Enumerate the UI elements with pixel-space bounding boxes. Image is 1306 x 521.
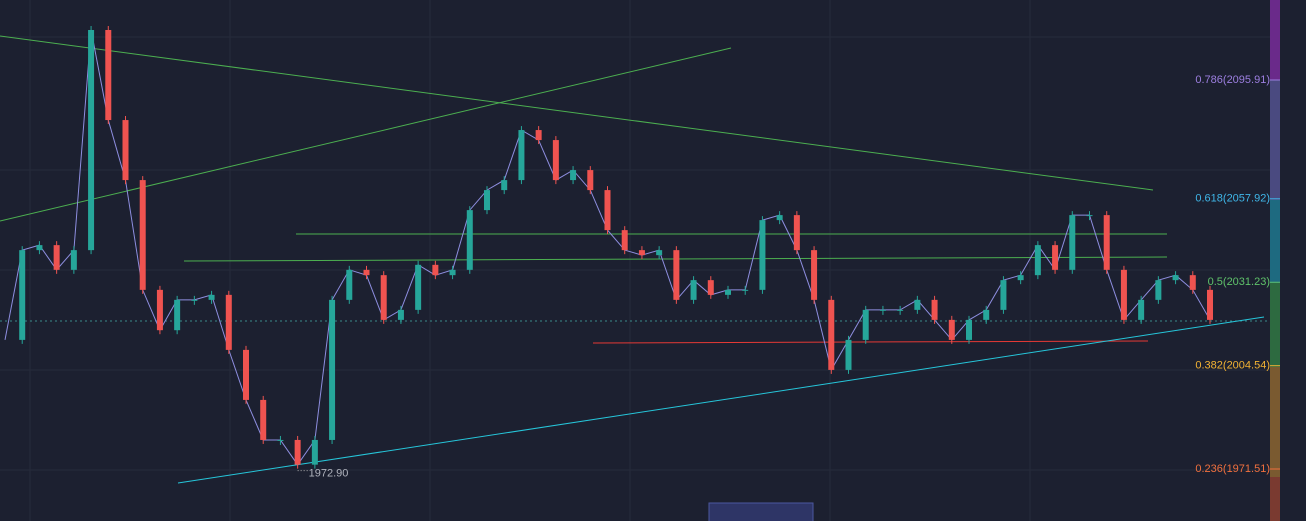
candle-body: [1103, 215, 1110, 270]
candle-body: [897, 309, 904, 311]
candle-body: [983, 309, 990, 320]
candle-body: [484, 190, 490, 211]
candle-body: [656, 250, 663, 256]
candle-body: [931, 299, 938, 320]
fib-labels: 0.786(2095.91) 0.618(2057.92) 0.5(2031.23)…: [1195, 74, 1280, 475]
candle-body: [690, 280, 697, 300]
candle-body: [208, 294, 215, 300]
candle-body: [828, 299, 835, 370]
candle-body: [501, 180, 508, 191]
candle-body: [535, 130, 542, 141]
candle-body: [1138, 299, 1145, 320]
candle-body: [415, 264, 422, 310]
right-color-bar: [1270, 0, 1280, 521]
candle-body: [19, 250, 26, 340]
candle-body: [363, 269, 370, 276]
fib-label: 0.618(2057.92): [1195, 193, 1270, 205]
fib-label: 0.382(2004.54): [1195, 360, 1270, 372]
candle-body: [432, 264, 439, 276]
candle-body: [638, 250, 645, 256]
candle-body: [1207, 289, 1213, 320]
candle-body: [277, 439, 284, 441]
candle-body: [174, 299, 181, 331]
candle-body: [966, 319, 972, 340]
time-range-box: [708, 502, 814, 521]
candle-body: [88, 29, 95, 251]
candle-body: [380, 275, 387, 320]
candle-body: [36, 245, 43, 251]
price-series: 1972.90: [4, 25, 1213, 480]
candle-body: [225, 294, 232, 350]
candle-body: [1000, 280, 1007, 310]
candle-body: [449, 269, 456, 276]
candle-body: [776, 215, 783, 221]
candle-body: [879, 309, 886, 311]
candle-body: [1069, 215, 1076, 270]
candle-body: [70, 250, 77, 270]
candle-body: [552, 140, 559, 181]
candle-body: [587, 170, 594, 191]
grid: [0, 0, 1270, 521]
fib-label: 0.5(2031.23): [1208, 276, 1270, 288]
candle-body: [294, 439, 301, 465]
candle-body: [742, 289, 749, 291]
fib-label: 0.786(2095.91): [1195, 74, 1270, 86]
candle-body: [759, 220, 766, 290]
candle-body: [604, 190, 611, 231]
candle-body: [311, 439, 318, 465]
fib-label: 0.236(1971.51): [1195, 463, 1270, 475]
candle-body: [811, 250, 818, 300]
candle-body: [793, 215, 800, 251]
candle-body: [260, 399, 267, 440]
candle-body: [570, 170, 577, 181]
low-label: 1972.90: [309, 468, 349, 480]
candle-body: [862, 309, 869, 340]
candle-body: [673, 250, 680, 300]
candle-body: [191, 299, 198, 301]
candle-body: [518, 130, 525, 181]
candle-body: [1034, 245, 1041, 276]
candle-body: [1052, 245, 1059, 270]
candle-body: [53, 245, 60, 270]
candle-body: [122, 120, 129, 181]
candle-body: [346, 269, 353, 300]
candle-body: [845, 339, 852, 370]
candle-body: [1120, 269, 1127, 320]
candle-body: [139, 180, 146, 290]
candle-body: [914, 299, 921, 310]
candle-body: [397, 309, 404, 320]
candle-body: [1086, 215, 1093, 217]
candle-body: [329, 299, 336, 440]
candle-body: [621, 230, 628, 251]
candle-body: [1172, 275, 1179, 281]
candle-body: [1189, 275, 1196, 290]
candle-body: [105, 29, 112, 121]
candle-body: [1017, 275, 1024, 281]
candle-body: [1155, 280, 1162, 300]
candle-body: [725, 289, 731, 295]
candle-body: [948, 319, 955, 340]
candle-body: [466, 210, 473, 270]
candle-body: [156, 289, 163, 331]
candle-body: [707, 280, 714, 295]
candle-body: [243, 349, 249, 400]
